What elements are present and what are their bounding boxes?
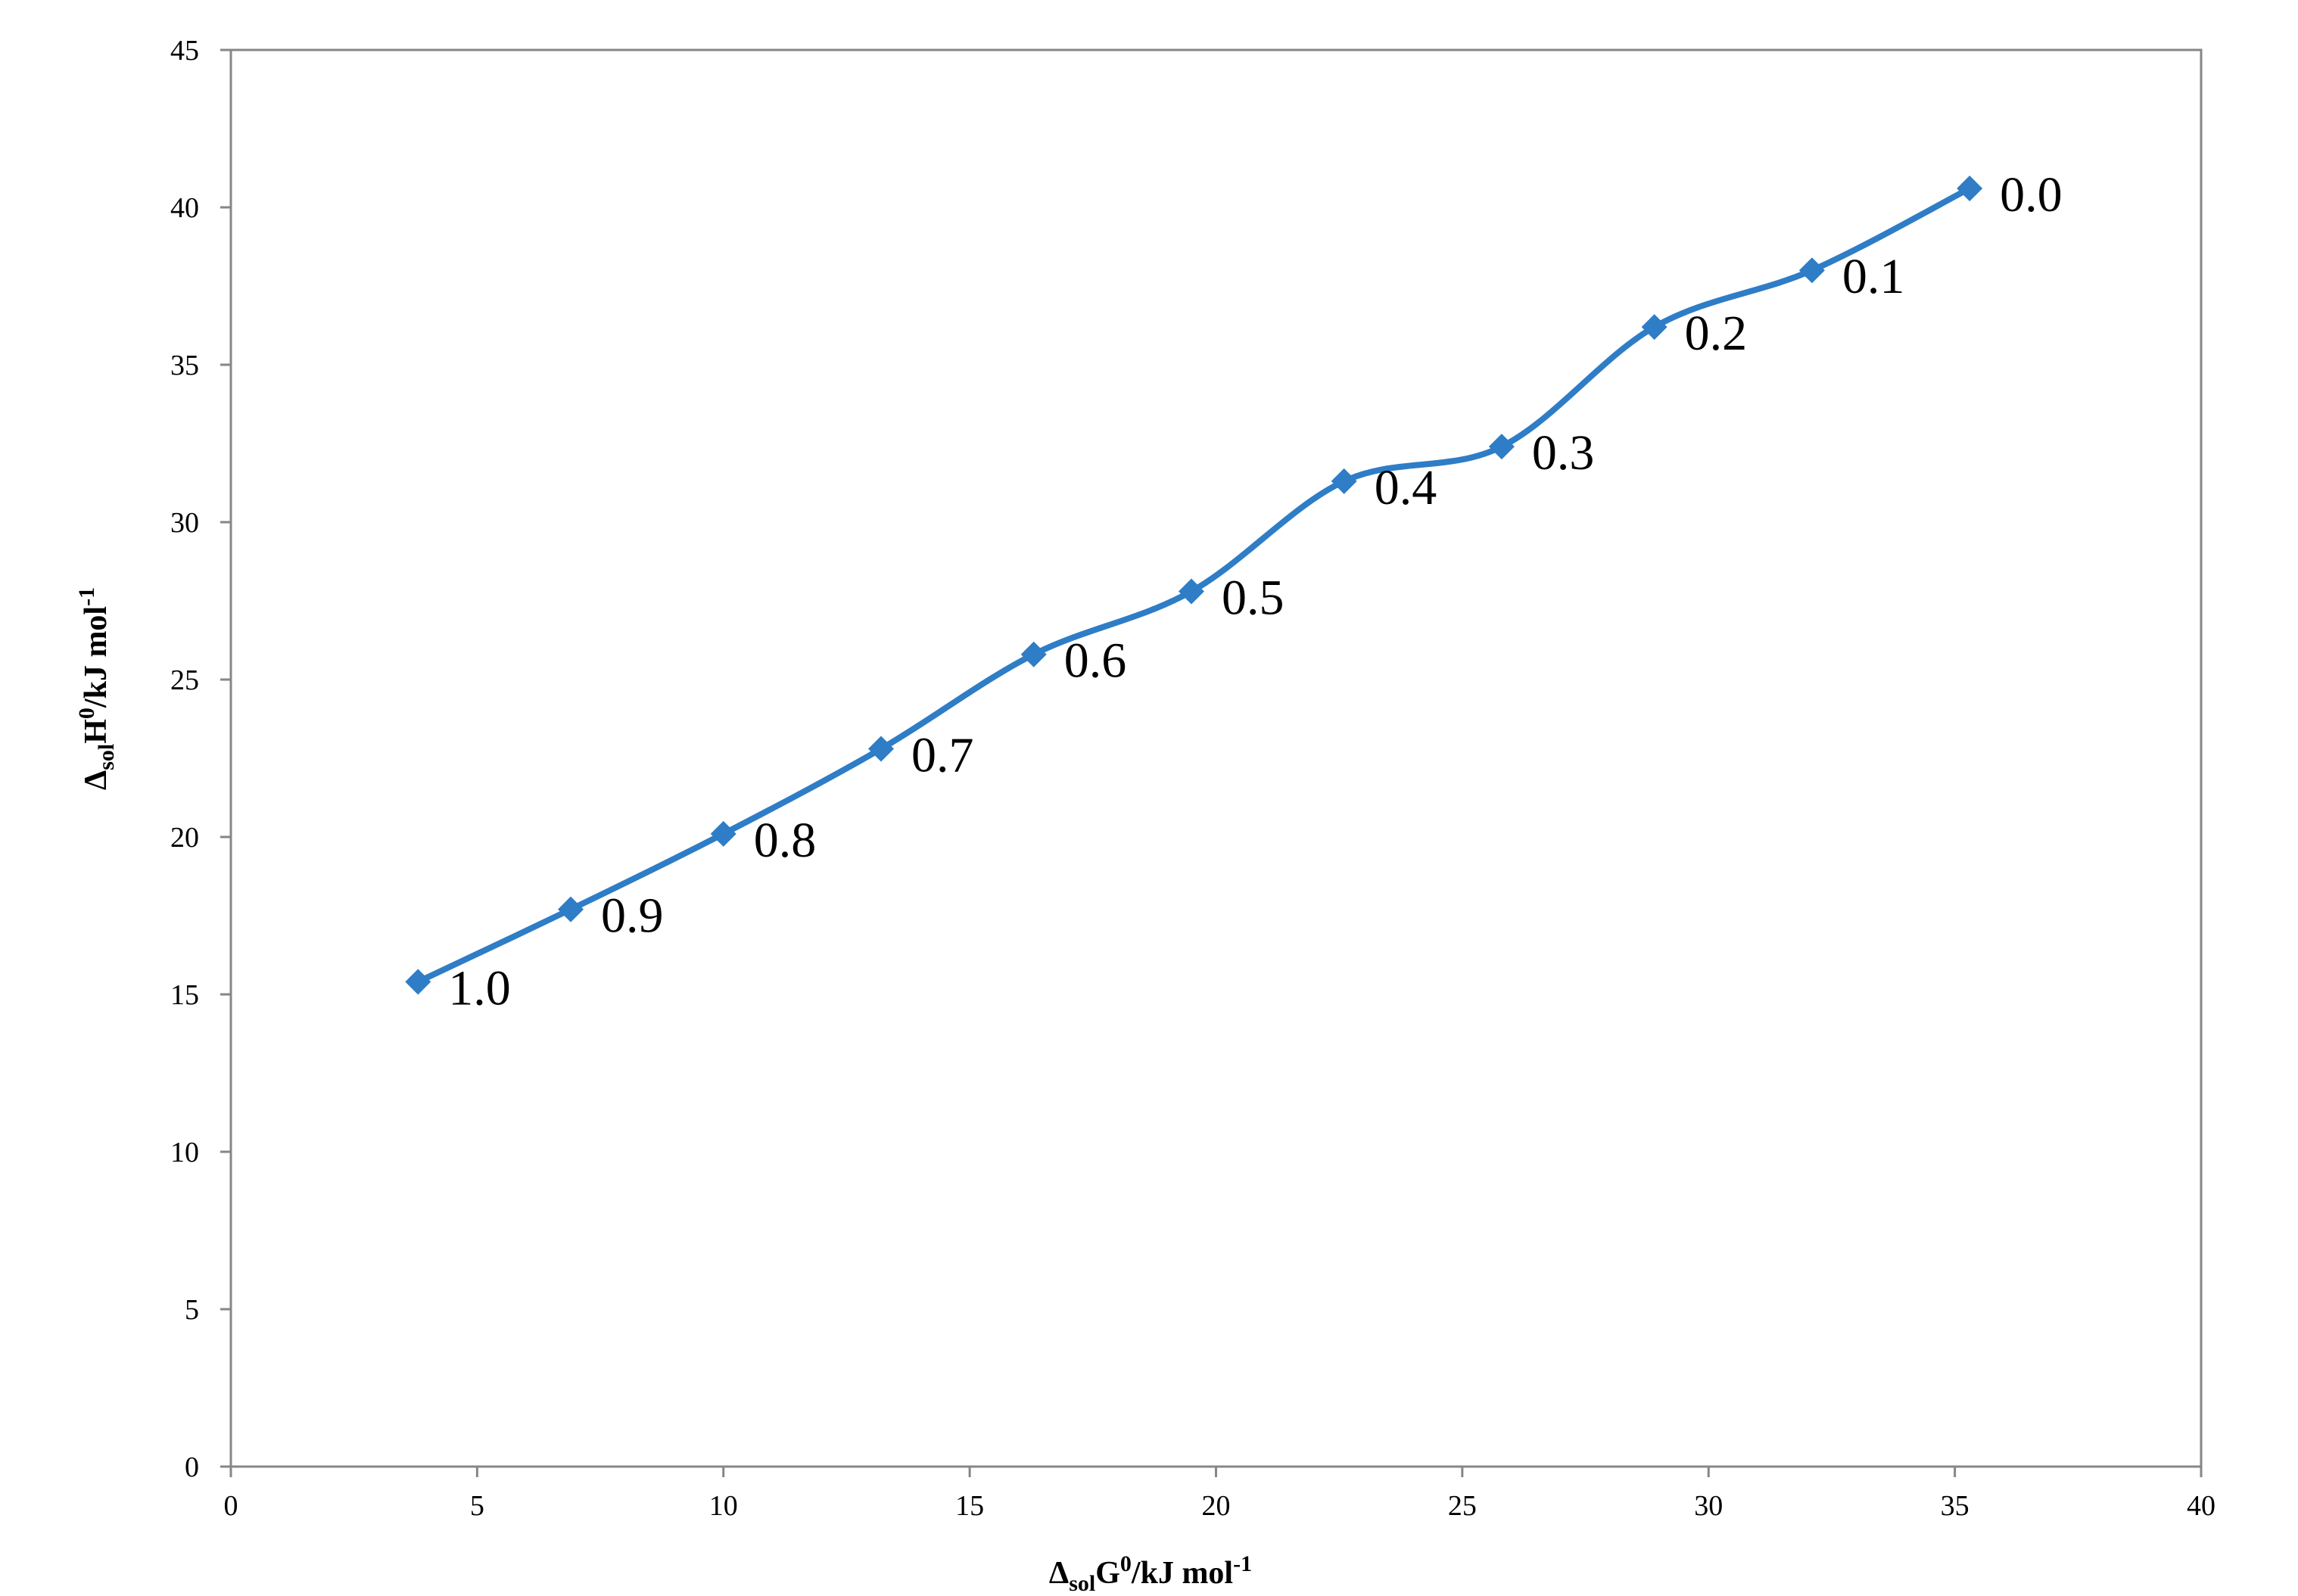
data-point-marker <box>1020 641 1047 667</box>
data-point-label: 0.2 <box>1685 306 1748 361</box>
data-point-label: 0.3 <box>1532 425 1595 481</box>
y-tick-label: 35 <box>170 350 199 381</box>
x-tick-label: 25 <box>1448 1490 1477 1522</box>
x-axis-ticks: 0 5 10 15 20 25 30 35 40 <box>224 1467 2215 1522</box>
y-axis-title: ΔsolH0/kJ mol-1 <box>74 587 119 790</box>
data-point-marker <box>405 969 431 995</box>
y-tick-label: 40 <box>170 192 199 224</box>
data-point-label: 0.8 <box>754 813 817 868</box>
y-tick-label: 25 <box>170 664 199 696</box>
data-point-marker <box>1957 176 1983 202</box>
data-point-label: 0.0 <box>2000 167 2063 222</box>
x-tick-label: 30 <box>1694 1490 1723 1522</box>
y-tick-label: 20 <box>170 822 199 854</box>
data-point-marker <box>1178 578 1204 605</box>
x-tick-label: 35 <box>1941 1490 1969 1522</box>
data-point-marker <box>558 896 584 922</box>
x-tick-label: 10 <box>709 1490 738 1522</box>
data-point-marker <box>867 736 894 762</box>
plot-area-frame <box>229 48 2203 1468</box>
data-point-label: 0.4 <box>1375 460 1437 515</box>
y-tick-label: 0 <box>185 1451 199 1483</box>
x-tick-label: 20 <box>1202 1490 1231 1522</box>
data-point-marker <box>710 820 736 847</box>
x-tick-label: 40 <box>2187 1490 2215 1522</box>
x-tick-label: 15 <box>955 1490 984 1522</box>
data-point-label: 0.1 <box>1842 249 1905 304</box>
data-point-label: 0.6 <box>1064 633 1127 689</box>
y-tick-label: 45 <box>170 35 199 67</box>
y-tick-label: 15 <box>170 979 199 1011</box>
data-point-marker <box>1488 434 1515 460</box>
data-point-marker <box>1798 257 1825 284</box>
y-tick-label: 5 <box>185 1294 199 1326</box>
data-point-label: 0.5 <box>1222 571 1284 626</box>
y-axis-ticks: 0 5 10 15 20 25 30 35 40 45 <box>170 35 231 1483</box>
y-tick-label: 30 <box>170 507 199 539</box>
x-axis-title: ΔsolG0/kJ mol-1 <box>1049 1551 1252 1596</box>
series-layer: 1.0 0.9 0.8 0.7 0.6 0.5 0.4 0.3 0.2 0.1 0.0 <box>405 167 2063 1016</box>
data-point-marker <box>1641 314 1667 341</box>
y-tick-label: 10 <box>170 1137 199 1168</box>
data-point-label: 0.7 <box>911 728 974 783</box>
x-tick-label: 5 <box>470 1490 484 1522</box>
data-point-marker <box>1331 468 1357 494</box>
data-point-label: 0.9 <box>601 888 664 944</box>
data-point-label: 1.0 <box>448 960 511 1016</box>
x-tick-label: 0 <box>224 1490 238 1522</box>
